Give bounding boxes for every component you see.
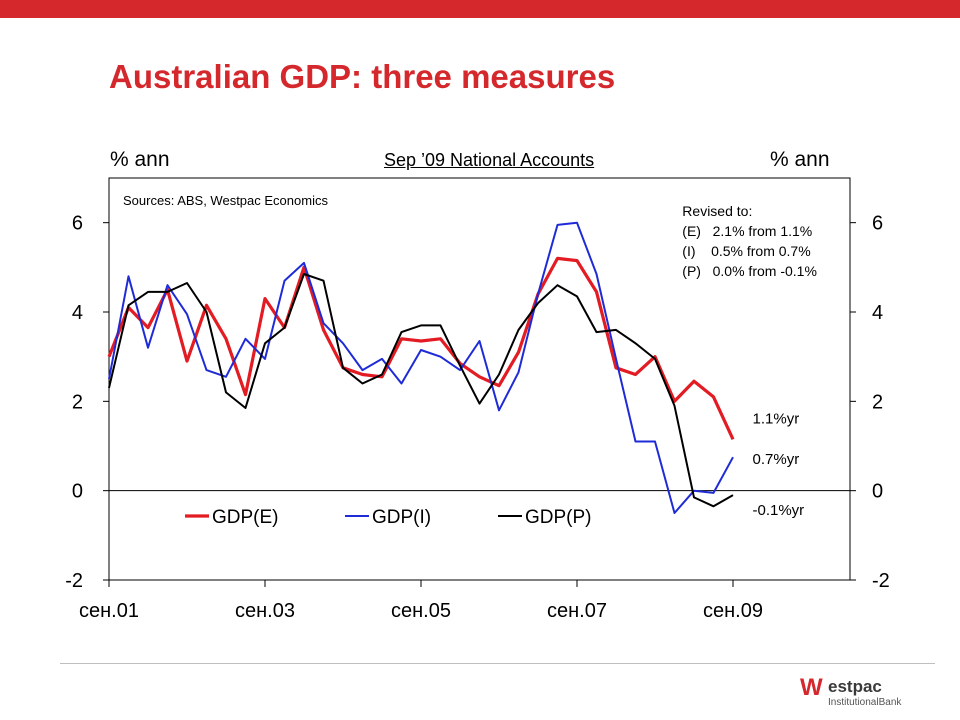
logo-name: estpac (828, 677, 882, 696)
series-line-gdpe (107, 256, 735, 440)
revision-line: (I) 0.5% from 0.7% (682, 243, 810, 259)
x-tick-label: сен.05 (391, 600, 451, 622)
westpac-w-mark: W (800, 674, 823, 701)
revision-line: (P) 0.0% from -0.1% (682, 263, 817, 279)
x-tick-label: сен.03 (235, 600, 295, 622)
y-tick-label-right: 2 (872, 391, 883, 413)
revision-line: (E) 2.1% from 1.1% (682, 223, 812, 239)
y-tick-label-right: 0 (872, 481, 883, 503)
series-line-gdpp (108, 273, 734, 508)
logo-subtitle: InstitutionalBank (828, 697, 902, 708)
westpac-logo: W estpac InstitutionalBank (800, 674, 920, 714)
source-note: Sources: ABS, Westpac Economics (123, 193, 328, 208)
y-tick-label-left: 0 (72, 481, 83, 503)
annotation-yoy: -0.1%yr (753, 502, 805, 519)
y-tick-label-left: -2 (65, 570, 83, 592)
right-axis-unit: % ann (770, 148, 830, 171)
y-tick-label-left: 4 (72, 302, 83, 324)
legend-label: GDP(P) (525, 507, 592, 528)
y-tick-label-right: 6 (872, 213, 883, 235)
left-axis-unit: % ann (110, 148, 170, 171)
y-tick-label-right: -2 (872, 570, 890, 592)
x-tick-label: сен.01 (79, 600, 139, 622)
legend-label: GDP(I) (372, 507, 431, 528)
annotation-yoy: 0.7%yr (753, 451, 800, 468)
revision-title: Revised to: (682, 203, 752, 219)
top-brand-bar (0, 0, 960, 18)
x-tick-label: сен.09 (703, 600, 763, 622)
annotation-yoy: 1.1%yr (753, 411, 800, 428)
y-tick-label-right: 4 (872, 302, 883, 324)
chart-subtitle: Sep ’09 National Accounts (384, 150, 595, 170)
footer-divider (60, 663, 935, 664)
series-line-gdpi (108, 221, 734, 514)
slide-title: Australian GDP: three measures (109, 58, 616, 95)
x-tick-label: сен.07 (547, 600, 607, 622)
y-tick-label-left: 6 (72, 213, 83, 235)
y-tick-label-left: 2 (72, 391, 83, 413)
legend-label: GDP(E) (212, 507, 279, 528)
